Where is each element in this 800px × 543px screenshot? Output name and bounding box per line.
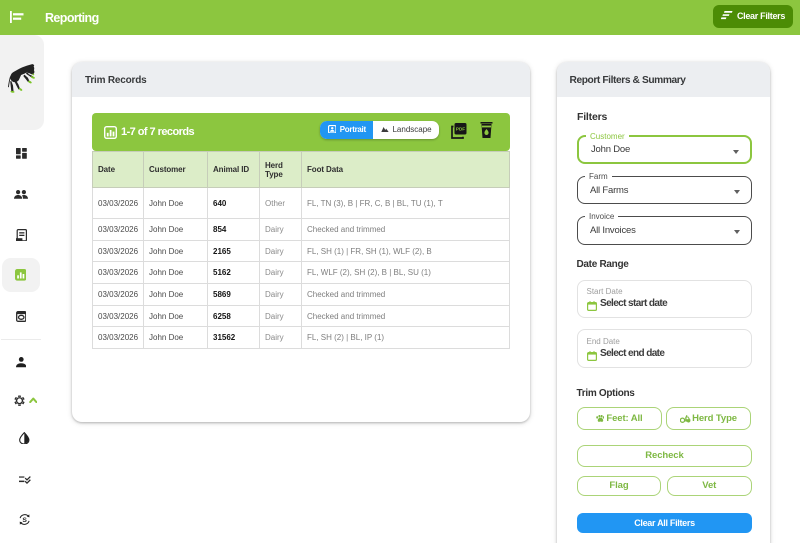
svg-text:PDF: PDF [456,127,465,132]
svg-text:S: S [23,517,28,524]
